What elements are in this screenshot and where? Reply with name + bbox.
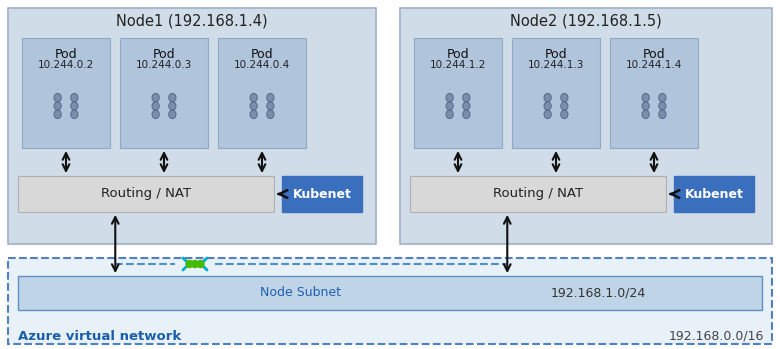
Ellipse shape [168, 110, 176, 119]
Ellipse shape [54, 102, 62, 110]
Ellipse shape [71, 110, 78, 119]
Ellipse shape [250, 102, 257, 110]
Ellipse shape [446, 110, 453, 119]
Text: Pod: Pod [153, 48, 176, 61]
Ellipse shape [544, 110, 551, 119]
Bar [218, 38, 306, 148]
Text: Pod: Pod [55, 48, 77, 61]
Text: 192.168.1.0/24: 192.168.1.0/24 [551, 287, 646, 299]
Text: 10.244.0.3: 10.244.0.3 [136, 60, 192, 70]
Bar [610, 38, 698, 148]
Bar [414, 38, 502, 148]
Text: 10.244.1.2: 10.244.1.2 [430, 60, 486, 70]
Bar [410, 176, 666, 212]
Ellipse shape [446, 102, 453, 110]
Bar [674, 176, 754, 212]
Bar [18, 176, 274, 212]
Text: 10.244.1.4: 10.244.1.4 [626, 60, 682, 70]
Ellipse shape [267, 94, 274, 102]
Ellipse shape [544, 94, 551, 102]
Bar [8, 8, 376, 244]
Text: 192.168.0.0/16: 192.168.0.0/16 [668, 329, 764, 342]
Text: 10.244.0.2: 10.244.0.2 [38, 60, 94, 70]
Ellipse shape [561, 102, 568, 110]
Bar [282, 176, 362, 212]
Bar [512, 38, 600, 148]
Text: Pod: Pod [643, 48, 665, 61]
Ellipse shape [54, 110, 62, 119]
Ellipse shape [152, 110, 159, 119]
Ellipse shape [168, 102, 176, 110]
Ellipse shape [659, 94, 666, 102]
Ellipse shape [642, 102, 649, 110]
Text: Azure virtual network: Azure virtual network [18, 329, 181, 342]
Ellipse shape [152, 102, 159, 110]
Text: Node2 (192.168.1.5): Node2 (192.168.1.5) [510, 14, 662, 29]
Ellipse shape [642, 94, 649, 102]
Text: Routing / NAT: Routing / NAT [101, 187, 191, 200]
Text: Node1 (192.168.1.4): Node1 (192.168.1.4) [116, 14, 268, 29]
Ellipse shape [250, 110, 257, 119]
Ellipse shape [463, 94, 470, 102]
Ellipse shape [659, 102, 666, 110]
Ellipse shape [561, 110, 568, 119]
Circle shape [186, 260, 193, 267]
Circle shape [197, 260, 204, 267]
Ellipse shape [267, 110, 274, 119]
Circle shape [192, 260, 198, 267]
Ellipse shape [463, 110, 470, 119]
Bar [8, 258, 772, 344]
Ellipse shape [250, 94, 257, 102]
Ellipse shape [544, 102, 551, 110]
Text: Pod: Pod [250, 48, 273, 61]
Bar [22, 38, 110, 148]
Ellipse shape [446, 94, 453, 102]
Text: Pod: Pod [544, 48, 567, 61]
Bar [400, 8, 772, 244]
Ellipse shape [71, 94, 78, 102]
Ellipse shape [168, 94, 176, 102]
Text: Routing / NAT: Routing / NAT [493, 187, 583, 200]
Text: 10.244.0.4: 10.244.0.4 [234, 60, 290, 70]
Text: Pod: Pod [447, 48, 470, 61]
Ellipse shape [54, 94, 62, 102]
Ellipse shape [71, 102, 78, 110]
Ellipse shape [561, 94, 568, 102]
Bar [120, 38, 208, 148]
Ellipse shape [642, 110, 649, 119]
Ellipse shape [267, 102, 274, 110]
Bar [18, 276, 762, 310]
Text: Kubenet: Kubenet [685, 187, 743, 200]
Text: Kubenet: Kubenet [292, 187, 352, 200]
Ellipse shape [152, 94, 159, 102]
Text: 10.244.1.3: 10.244.1.3 [528, 60, 584, 70]
Text: Node Subnet: Node Subnet [261, 287, 341, 299]
Ellipse shape [463, 102, 470, 110]
Ellipse shape [659, 110, 666, 119]
